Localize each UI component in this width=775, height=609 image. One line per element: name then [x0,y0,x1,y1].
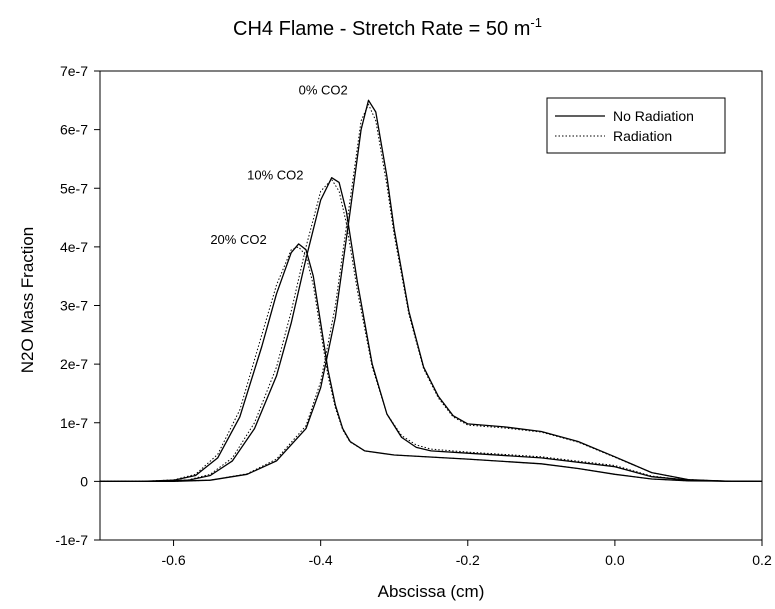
chart-title-superscript: -1 [530,15,542,30]
series-line-20pct-co2-dotted [99,246,763,482]
legend-label: No Radiation [613,108,694,124]
y-tick-label: 6e-7 [60,122,88,138]
series-line-10pct-co2-solid [99,177,763,483]
curve-annotation: 10% CO2 [247,167,303,182]
x-tick-label: -0.2 [456,552,480,568]
y-tick-label: 4e-7 [60,239,88,255]
series-line-0pct-co2-dotted [99,103,763,482]
series-line-10pct-co2-dotted [99,179,763,482]
y-tick-label: 5e-7 [60,180,88,196]
series-line-20pct-co2-solid [99,243,763,483]
y-tick-label: 3e-7 [60,298,88,314]
y-tick-label: 7e-7 [60,63,88,79]
x-tick-label: 0.0 [605,552,625,568]
y-tick-label: -1e-7 [55,532,88,548]
x-tick-label: 0.2 [752,552,772,568]
series-line-0pct-co2-solid [99,99,763,483]
y-tick-label: 2e-7 [60,356,88,372]
legend-label: Radiation [613,128,672,144]
y-tick-label: 1e-7 [60,415,88,431]
legend-box [546,97,726,154]
chart-title-text: CH4 Flame - Stretch Rate = 50 m [233,18,531,40]
x-tick-label: -0.4 [309,552,333,568]
x-tick-label: -0.6 [161,552,185,568]
curve-annotation: 0% CO2 [299,82,348,97]
y-tick-label: 0 [80,473,88,489]
x-axis-label: Abscissa (cm) [377,582,485,601]
chart-title: CH4 Flame - Stretch Rate = 50 m-1 [0,15,775,41]
y-axis-label: N2O Mass Fraction [18,226,37,374]
curve-annotation: 20% CO2 [210,232,266,247]
